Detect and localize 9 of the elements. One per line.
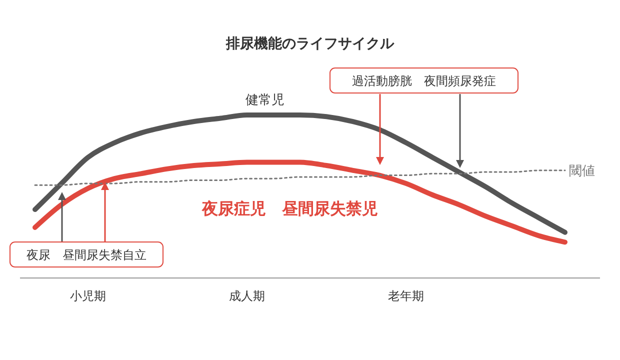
x-tick-label: 小児期 — [70, 289, 106, 303]
text: 過活動膀胱 夜間頻尿発症 — [352, 74, 496, 88]
annotation: 夜尿 昼間尿失禁自立 — [26, 248, 146, 262]
series-label: 夜尿症児 昼間尿失禁児 — [201, 199, 378, 218]
series-label: 健常児 — [246, 93, 284, 108]
series-label: 閾値 — [569, 164, 595, 179]
x-tick-label: 成人期 — [229, 289, 265, 303]
x-tick-label: 老年期 — [388, 289, 424, 303]
chart-title: 排尿機能のライフサイクル — [225, 36, 395, 52]
